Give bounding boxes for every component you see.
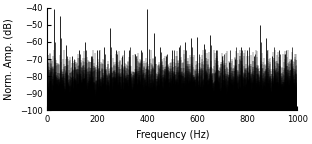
Y-axis label: Norm. Amp. (dB): Norm. Amp. (dB) — [4, 18, 14, 100]
X-axis label: Frequency (Hz): Frequency (Hz) — [136, 130, 209, 140]
